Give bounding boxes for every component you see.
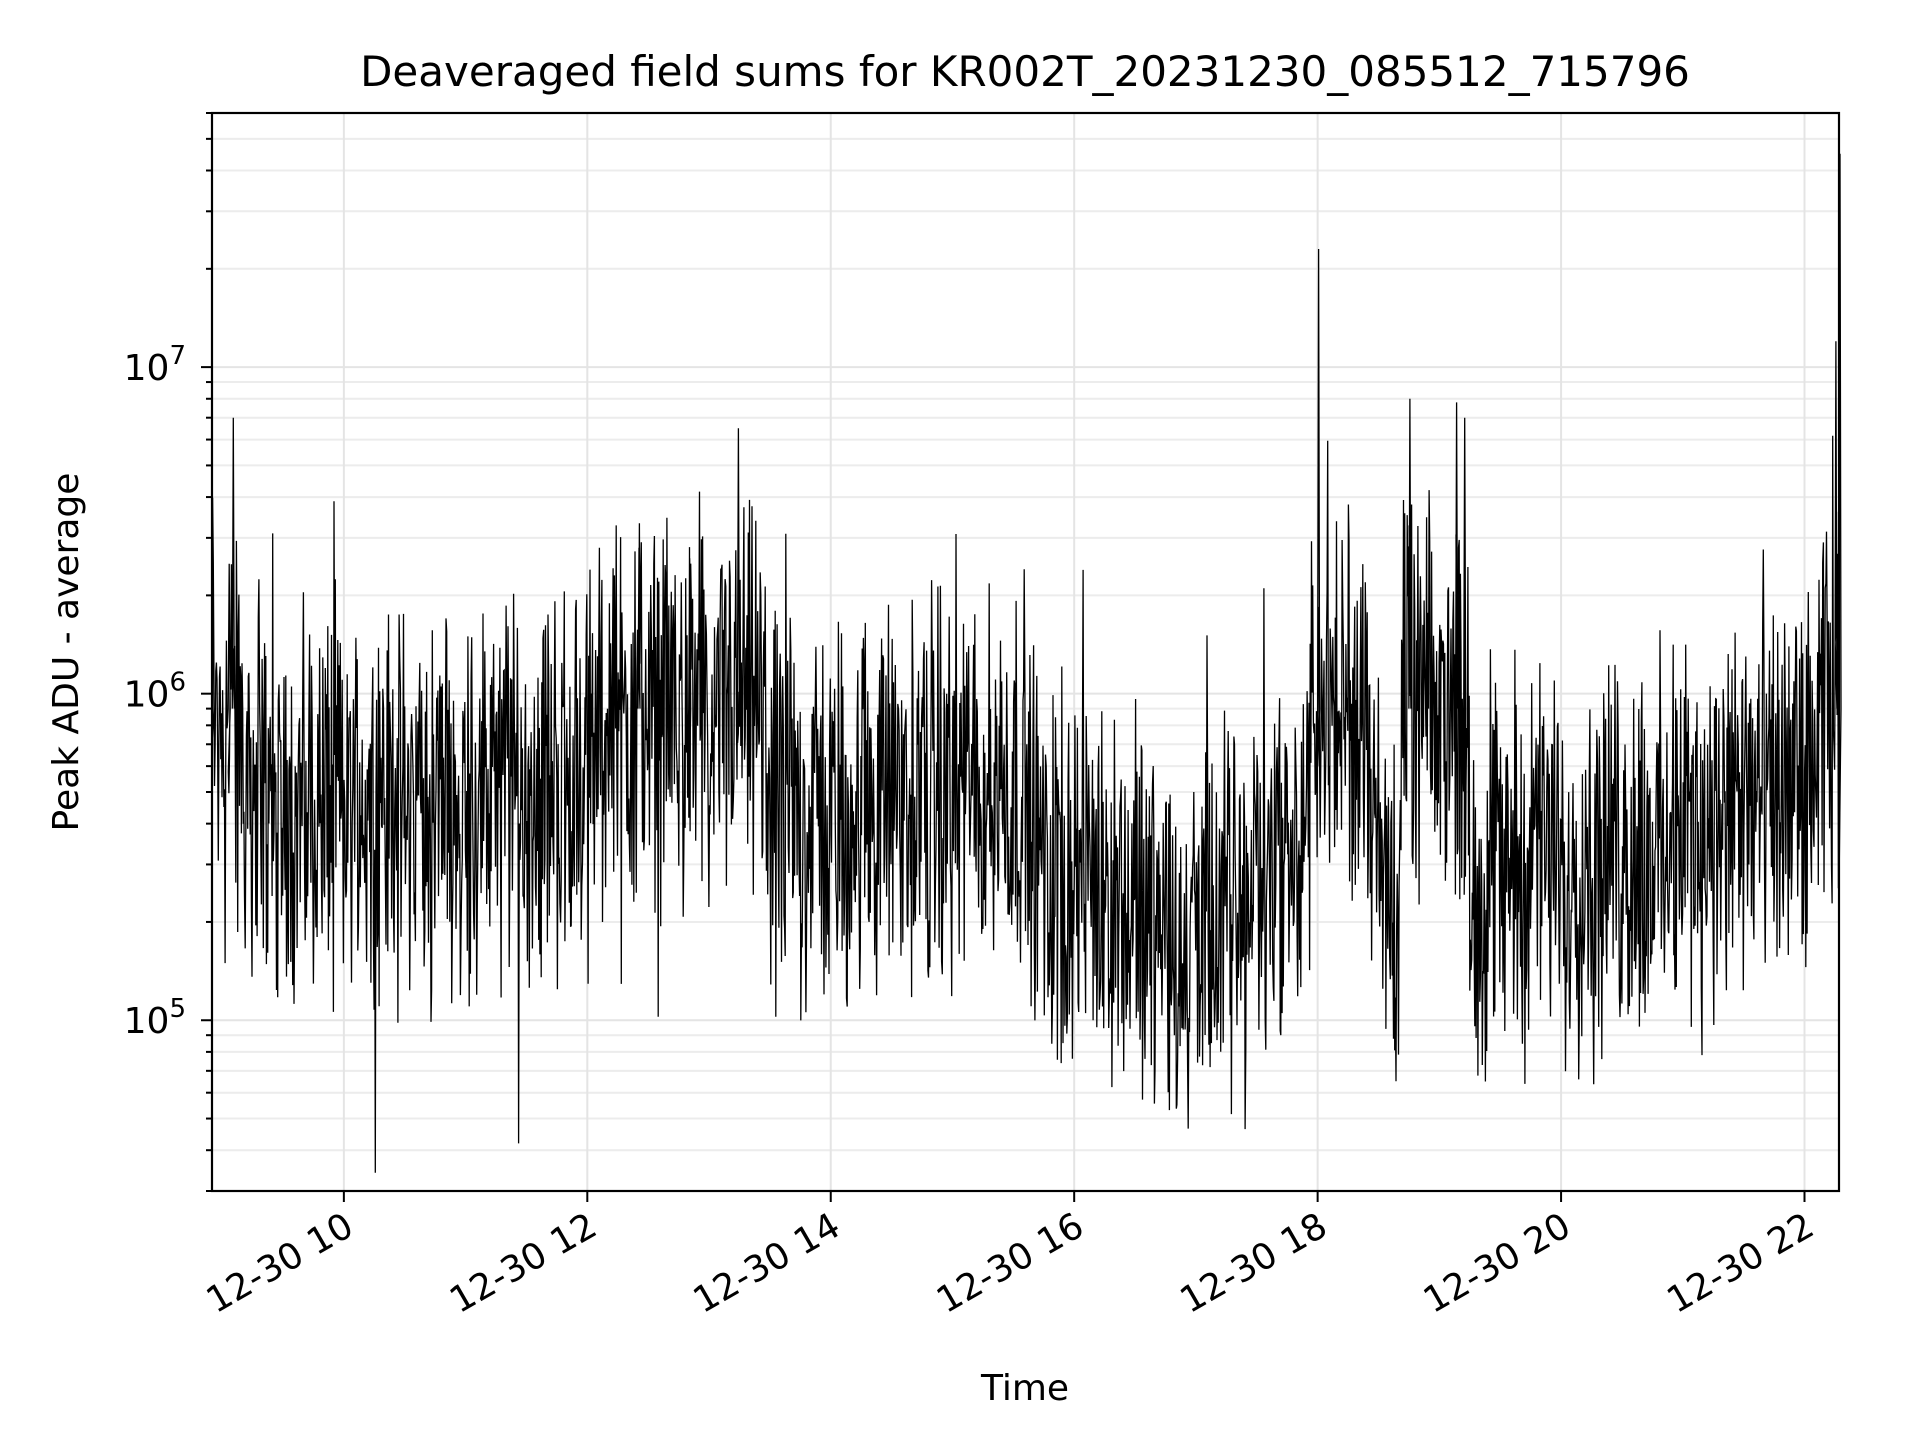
series-line [211,153,1842,1173]
plot-frame [210,111,1841,1193]
plot-background [212,113,1839,1191]
x-axis-label: Time [980,1368,1069,1409]
y-tick-label: 107 [124,341,186,389]
y-axis-label: Peak ADU - average [46,473,87,832]
y-tick-label: 106 [124,668,186,716]
chart-title: Deaveraged field sums for KR002T_2023123… [360,47,1690,96]
series-layer [211,153,1842,1173]
y-tick-label: 105 [124,994,186,1042]
